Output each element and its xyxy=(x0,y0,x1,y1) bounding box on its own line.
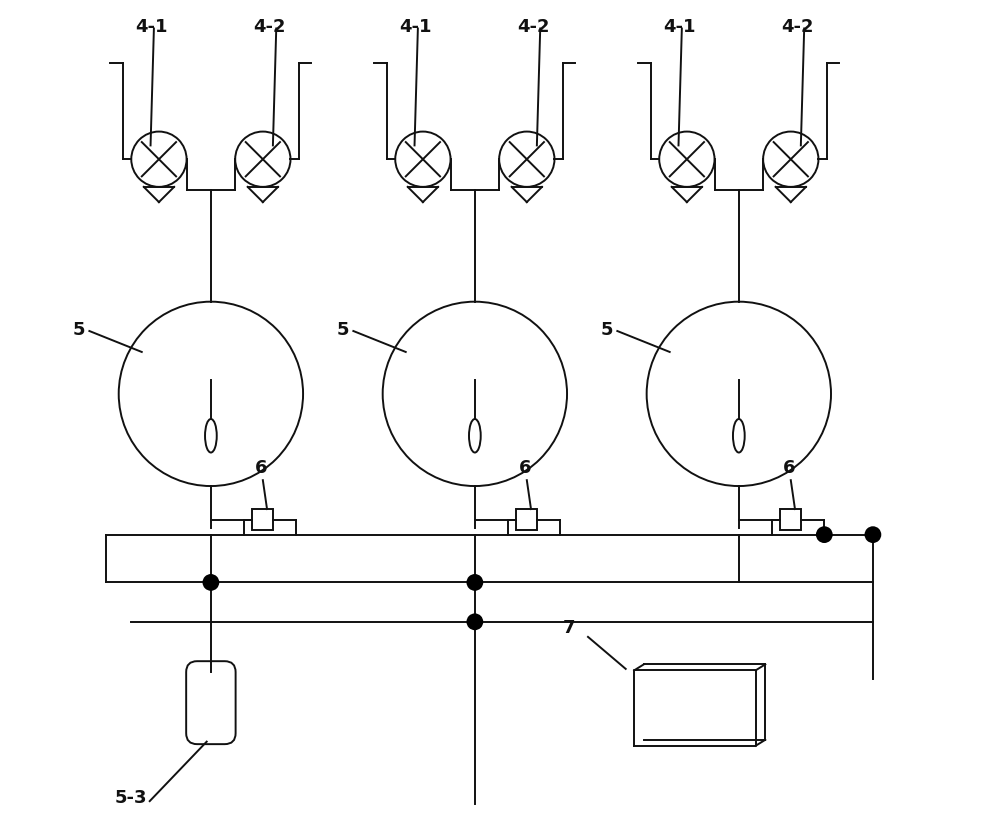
Text: 5: 5 xyxy=(601,321,613,339)
Circle shape xyxy=(466,574,483,591)
Text: 4-1: 4-1 xyxy=(399,18,432,36)
Text: 4-1: 4-1 xyxy=(663,18,696,36)
Text: 4-2: 4-2 xyxy=(517,18,549,36)
Text: 6: 6 xyxy=(254,459,267,478)
Text: 4-2: 4-2 xyxy=(253,18,285,36)
Circle shape xyxy=(816,526,833,543)
Text: 6: 6 xyxy=(782,459,795,478)
Text: 6: 6 xyxy=(518,459,531,478)
Text: 5: 5 xyxy=(337,321,349,339)
Text: 5: 5 xyxy=(73,321,85,339)
Text: 7: 7 xyxy=(563,618,575,637)
Text: 4-2: 4-2 xyxy=(781,18,813,36)
Circle shape xyxy=(466,613,483,630)
Text: 4-1: 4-1 xyxy=(135,18,168,36)
Circle shape xyxy=(203,574,219,591)
Circle shape xyxy=(865,526,881,543)
Text: 5-3: 5-3 xyxy=(115,789,147,807)
